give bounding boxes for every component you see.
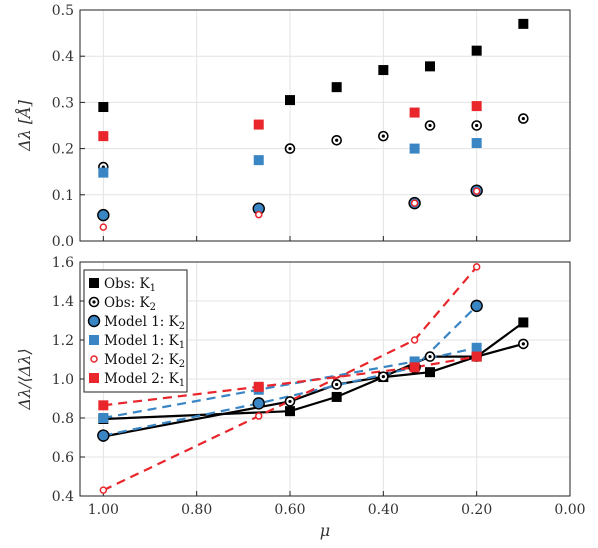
panel-bottom-series-0-point-1 [285,406,295,417]
panel-top-series-3-point-2 [409,143,420,154]
legend-label-3: Model 1: K1 [104,333,185,351]
panel-bottom-series-0-point-4 [425,367,435,378]
panel-bottom-series-5-point-2 [409,362,420,373]
panel-top-series-1-point-4-center [428,123,432,128]
panel-bottom-ytick-label-3: 1.0 [52,372,74,388]
panel-top-series-1-point-6-center [521,116,525,121]
panel-top-series-2-point-0 [97,208,110,222]
panel-bottom-series-5-point-0 [98,400,109,411]
panel-top-series-0-point-1 [285,95,295,106]
panel-top-ytick-label-1: 0.1 [52,188,74,204]
panel-bottom-series-1-point-2-center [335,382,339,387]
panel-top-ytick-label-5: 0.5 [52,3,74,19]
panel-bottom-ytick-label-0: 0.4 [52,489,74,505]
panel-bottom-series-4-point-2 [410,336,419,344]
panel-top: 0.0 0.1 0.2 0.3 0.4 0.5 Δλ [Å] [14,3,571,250]
panel-bottom-ytick-label-5: 1.4 [52,294,74,310]
legend-marker-0 [89,278,99,288]
panel-top-ytick-label-0: 0.0 [52,234,74,250]
panel-top-frame [79,9,571,242]
panel-bottom-xtick-label-2: 0.60 [274,502,305,518]
panel-bottom-xlabel: μ [320,521,330,540]
legend-label-5: Model 2: K1 [104,371,185,389]
legend-box [83,269,188,393]
panel-bottom-xtick-label-0: 1.00 [88,502,119,518]
panel-bottom-ytick-label-6: 1.6 [52,255,74,271]
panel-top-series-3-point-0 [98,167,109,178]
legend-marker-4 [90,355,98,363]
panel-top-series-4-point-0 [99,223,108,231]
panel-bottom-series-2-point-1 [252,397,265,410]
panel-top-series-0-point-4 [425,61,435,72]
panel-top-series-3-point-3 [471,138,482,149]
panel-top-ytick-label-2: 0.2 [52,142,74,158]
panel-top-series-0-point-2 [331,82,342,93]
legend-marker-2 [87,314,101,328]
panel-bottom-series-5-point-3 [471,351,482,362]
panel-bottom-series-1-point-3-center [381,375,385,379]
panel-bottom-series-3-line [103,346,477,420]
panel-bottom-xtick-label-1: 0.80 [181,502,212,518]
panel-bottom-series-1-point-6-center [521,342,525,346]
panel-bottom-series-1-point-1-center [288,399,292,404]
panel-top-series-5-point-1 [253,119,264,130]
panel-bottom-series-3-point-3 [471,342,482,353]
panel-bottom: 0.4 0.6 0.8 1.0 1.2 1.4 1.6 1.00 0.80 0.60 0.40 0.2… [15,255,586,540]
panel-top-series-3-point-1 [253,155,264,166]
panel-bottom-xtick-label-3: 0.40 [368,502,399,518]
panel-bottom-xtick-label-5: 0.00 [554,502,585,518]
panel-bottom-series-5-line [103,355,477,407]
panel-bottom-series-4-point-1 [254,412,263,420]
panel-top-series-1-point-5-center [475,123,479,128]
panel-bottom-series-3-point-0 [98,413,109,423]
panel-bottom-series-2-point-0 [97,429,110,442]
panel-top-ytick-label-4: 0.4 [52,49,74,65]
panel-bottom-series-0-point-2 [331,391,342,402]
panel-bottom-ytick-label-4: 1.2 [52,333,74,349]
panel-bottom-series-4-point-3 [472,263,481,271]
panel-top-ytick-label-3: 0.3 [52,95,74,111]
panel-top-series-0-point-0 [98,102,109,113]
legend-label-0: Obs: K1 [104,276,156,294]
panel-top-series-4-point-2 [410,199,419,207]
panel-top-series-0-point-6 [518,18,529,29]
panel-top-ylabel: Δλ [Å] [14,99,34,152]
legend-marker-1-center [92,300,96,304]
panel-bottom-ylabel: Δλ/⟨Δλ⟩ [15,348,34,410]
panel-bottom-series-2-point-3 [470,299,483,313]
panel-bottom-series-2-line [103,305,478,437]
panel-bottom-series-0-point-6 [518,317,529,328]
panel-top-series-1-point-3-center [381,134,385,138]
panel-top-series-5-point-0 [98,131,109,142]
legend-label-4: Model 2: K2 [104,352,185,370]
panel-top-series-1-point-2-center [335,138,339,142]
legend-label-2: Model 1: K2 [104,314,185,332]
panel-top-series-4-point-1 [254,210,263,219]
panel-bottom-xtick-label-4: 0.20 [461,502,492,518]
panel-bottom-ytick-label-2: 0.8 [52,411,74,427]
panel-bottom-series-4-point-0 [99,486,108,494]
panel-top-series-1-point-1-center [288,147,292,151]
panel-top-series-5-point-2 [409,107,420,118]
legend-label-1: Obs: K2 [104,295,156,313]
panel-bottom-series-3-point-2 [409,356,420,367]
panel-bottom-series-5-point-1 [253,381,264,392]
legend-marker-5 [89,373,99,383]
panel-top-series-0-point-5 [471,45,482,56]
panel-top-series-5-point-3 [471,101,482,112]
legend-marker-3 [89,335,99,345]
panel-top-series-0-point-3 [378,65,389,76]
panel-bottom-series-4-line [102,266,478,492]
panel-bottom-series-1-point-4-center [428,354,432,359]
panel-bottom-ytick-label-1: 0.6 [52,450,74,466]
panel-top-series-4-point-3 [472,187,481,195]
